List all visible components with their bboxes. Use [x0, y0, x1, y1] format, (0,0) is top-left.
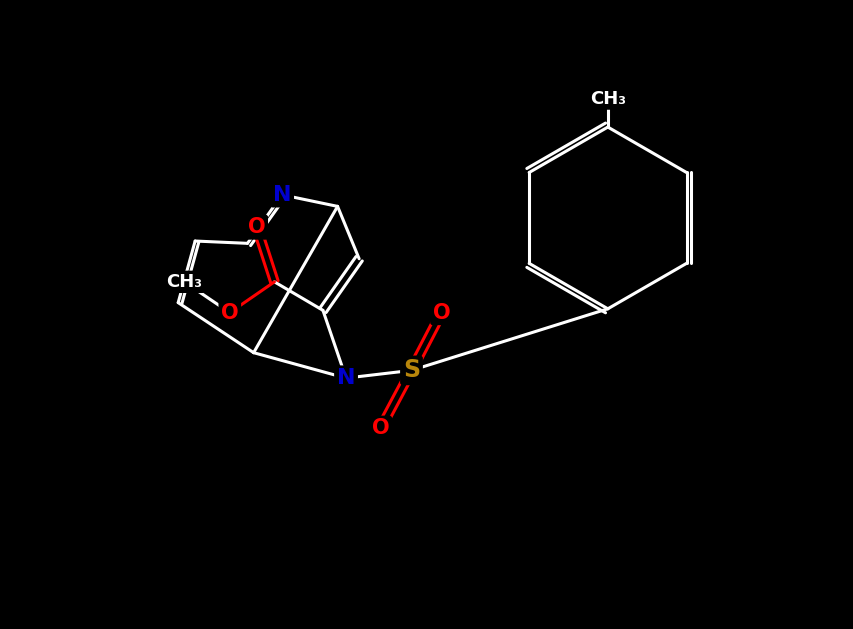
- Text: O: O: [221, 303, 238, 323]
- Text: CH₃: CH₃: [166, 273, 202, 291]
- Text: O: O: [432, 303, 450, 323]
- Text: O: O: [371, 418, 389, 438]
- Text: CH₃: CH₃: [589, 89, 625, 108]
- Text: N: N: [336, 368, 355, 388]
- Text: O: O: [247, 217, 265, 237]
- Text: S: S: [403, 359, 420, 382]
- Text: N: N: [273, 185, 291, 205]
